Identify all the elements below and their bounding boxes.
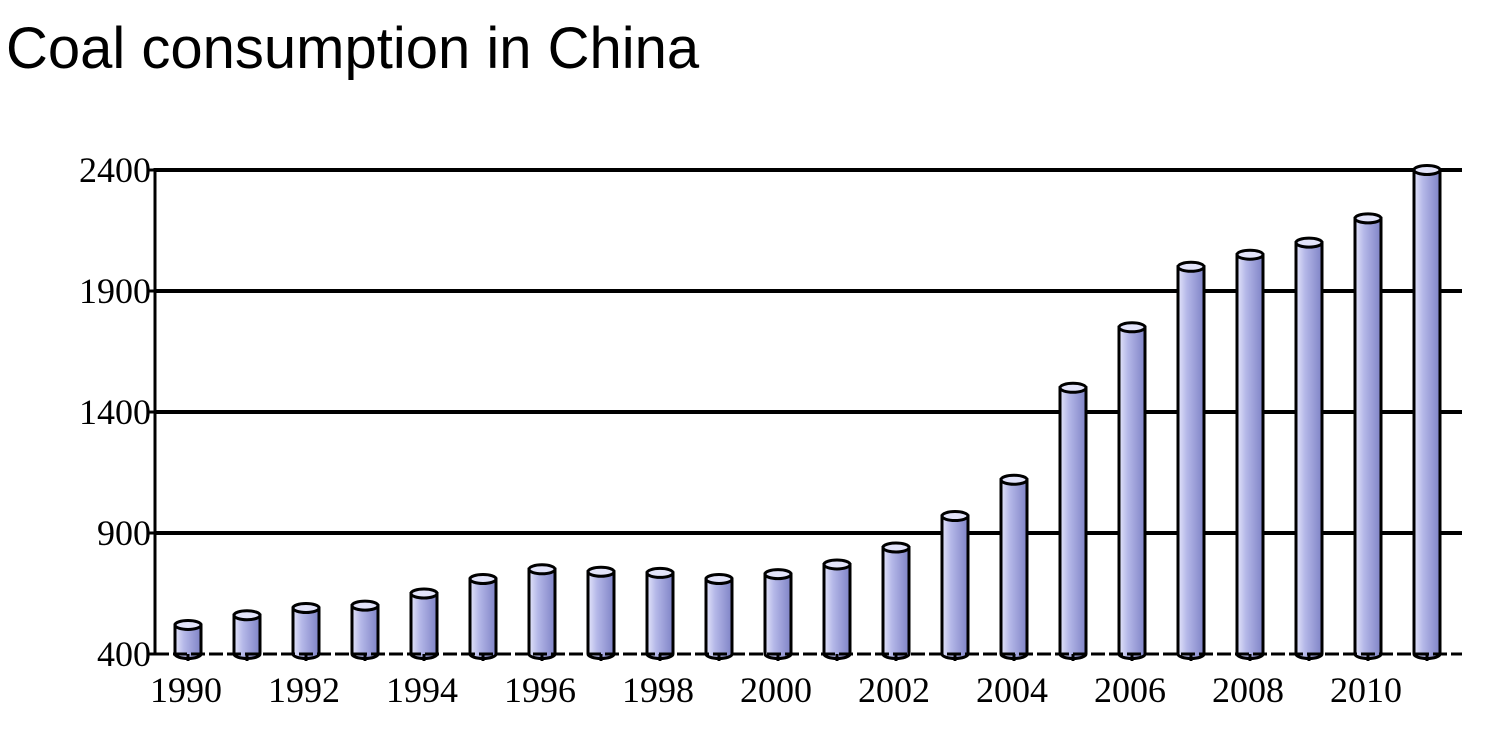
chart-title: Coal consumption in China <box>6 16 700 81</box>
bars <box>173 164 1442 660</box>
y-tick-label: 1900 <box>79 271 151 311</box>
x-tick-label: 2000 <box>740 670 812 710</box>
bar-2008 <box>1235 248 1265 660</box>
bar-1994 <box>409 587 439 660</box>
y-tick-label: 400 <box>97 634 151 674</box>
bar-2007 <box>1176 260 1206 660</box>
bar-1998 <box>645 566 675 660</box>
bar-2001 <box>822 558 852 660</box>
bar-2003 <box>940 510 970 660</box>
bar-2002 <box>881 541 911 660</box>
x-tick-label: 1990 <box>150 670 222 710</box>
x-tick-label: 2006 <box>1094 670 1166 710</box>
bar-1992 <box>291 602 321 660</box>
axes <box>147 168 1462 661</box>
x-tick-label: 2010 <box>1330 670 1402 710</box>
x-tick-label: 1996 <box>504 670 576 710</box>
x-tick-label: 2004 <box>976 670 1048 710</box>
bar-1997 <box>586 565 616 660</box>
bar-2011 <box>1412 164 1442 660</box>
bar-1999 <box>704 572 734 660</box>
gridlines <box>155 168 1462 535</box>
x-tick-label: 2008 <box>1212 670 1284 710</box>
bar-2010 <box>1353 212 1383 660</box>
bar-2000 <box>763 568 793 660</box>
bar-1996 <box>527 563 557 660</box>
bar-1991 <box>232 609 262 660</box>
y-tick-label: 2400 <box>79 150 151 190</box>
bar-1993 <box>350 599 380 660</box>
bar-2005 <box>1058 381 1088 660</box>
x-tick-label: 2002 <box>858 670 930 710</box>
x-tick-label: 1992 <box>268 670 340 710</box>
bar-2006 <box>1117 321 1147 660</box>
y-tick-label: 1400 <box>79 392 151 432</box>
x-tick-label: 1998 <box>622 670 694 710</box>
y-tick-label: 900 <box>97 513 151 553</box>
bar-1995 <box>468 572 498 660</box>
tick-labels: 400 900 1400 1900 2400 1990 1992 1994 1996 1998 20… <box>79 150 1402 710</box>
bar-2004 <box>999 473 1029 660</box>
bar-2009 <box>1294 236 1324 660</box>
x-tick-label: 1994 <box>386 670 458 710</box>
